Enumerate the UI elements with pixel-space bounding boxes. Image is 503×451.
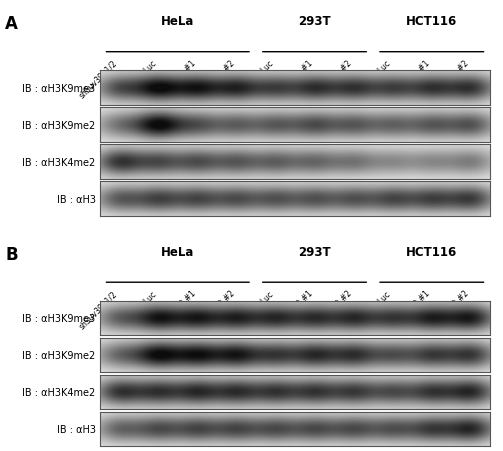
Text: shAgo2 #1: shAgo2 #1 [396,289,432,325]
Text: shDicer #1: shDicer #1 [395,59,432,95]
Text: A: A [5,15,18,33]
Text: IB : αH3K9me2: IB : αH3K9me2 [22,350,96,360]
Text: shLuc: shLuc [371,59,393,81]
Text: shLuc: shLuc [254,289,276,311]
Text: shDicer #2: shDicer #2 [317,59,354,95]
Text: IB : αH3: IB : αH3 [56,194,96,204]
Text: shDicer #1: shDicer #1 [278,59,314,95]
Text: shLuc: shLuc [136,289,158,311]
Text: IB : αH3: IB : αH3 [56,424,96,434]
Text: IB : αH3K9me2: IB : αH3K9me2 [22,120,96,130]
Text: shSuv39h1/2: shSuv39h1/2 [77,59,119,100]
Text: shDicer #2: shDicer #2 [435,59,471,95]
Text: HCT116: HCT116 [406,15,457,28]
Text: 293T: 293T [298,245,331,258]
Text: shSuv39h1/2: shSuv39h1/2 [77,289,119,330]
Text: IB : αH3K4me2: IB : αH3K4me2 [22,387,96,397]
Text: IB : αH3K9me3: IB : αH3K9me3 [23,83,96,93]
Text: shAgo2 #2: shAgo2 #2 [318,289,354,325]
Text: B: B [5,245,18,263]
Text: shAgo2 #1: shAgo2 #1 [279,289,314,325]
Text: IB : αH3K9me3: IB : αH3K9me3 [23,313,96,323]
Text: shDicer #2: shDicer #2 [200,59,236,95]
Text: shDicer #1: shDicer #1 [161,59,197,95]
Text: HCT116: HCT116 [406,245,457,258]
Text: shLuc: shLuc [136,59,158,81]
Text: shLuc: shLuc [254,59,276,81]
Text: HeLa: HeLa [161,245,195,258]
Text: shLuc: shLuc [371,289,393,311]
Text: HeLa: HeLa [161,15,195,28]
Text: shAgo2 #2: shAgo2 #2 [435,289,471,325]
Text: 293T: 293T [298,15,331,28]
Text: shAgo2 #2: shAgo2 #2 [200,289,236,325]
Text: IB : αH3K4me2: IB : αH3K4me2 [22,157,96,167]
Text: shAgo2 #1: shAgo2 #1 [161,289,197,325]
